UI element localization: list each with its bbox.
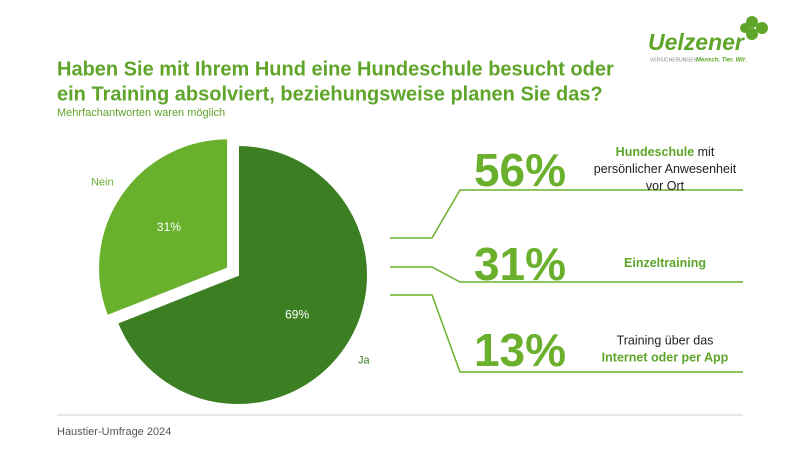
description-line: persönlicher Anwesenheit xyxy=(594,162,737,176)
description-part: Einzeltraining xyxy=(624,256,706,270)
connector xyxy=(390,266,743,283)
breakdown: 56% Hundeschule mit persönlicher Anwesenhe… xyxy=(390,144,743,376)
description-line: Einzeltraining xyxy=(624,256,706,270)
connector xyxy=(390,294,743,373)
description-part: Internet oder per App xyxy=(602,351,729,365)
chart-title: Haben Sie mit Ihrem Hund eine Hundeschul… xyxy=(57,58,614,80)
logo-tagline-prefix: VERSICHERUNGEN xyxy=(650,57,698,63)
description-line: vor Ort xyxy=(646,179,685,193)
pie-slice xyxy=(97,137,230,318)
footer: Haustier-Umfrage 2024 xyxy=(57,426,171,438)
logo-leaf xyxy=(740,23,750,33)
category-label: Ja xyxy=(358,354,371,366)
percent: 31% xyxy=(474,238,566,290)
percent: 56% xyxy=(474,144,566,196)
description-part: mit xyxy=(694,145,715,159)
percent: 13% xyxy=(474,324,566,376)
value-label: 31% xyxy=(157,220,181,234)
pie: 69% Ja 31% Nein xyxy=(91,137,371,406)
pie-slice xyxy=(115,143,369,406)
description-part: persönlicher Anwesenheit xyxy=(594,162,737,176)
connector xyxy=(390,189,743,239)
category-label: Nein xyxy=(91,177,114,189)
description-part: vor Ort xyxy=(646,179,685,193)
description-part: Hundeschule xyxy=(616,145,695,159)
description-line: Training über das xyxy=(617,334,714,348)
value-label: 69% xyxy=(285,307,309,321)
logo: Uelzener VERSICHERUNGEN Mensch. Tier. Wi… xyxy=(648,16,768,64)
logo-text: Uelzener xyxy=(648,29,745,55)
chart-subtitle: Mehrfachantworten waren möglich xyxy=(57,107,225,119)
description-line: Hundeschule mit xyxy=(616,145,715,159)
logo-leaf xyxy=(756,22,768,34)
description-part: Training über das xyxy=(617,334,714,348)
logo-tagline: Mensch. Tier. Wir. xyxy=(696,58,747,64)
chart-title: ein Training absolviert, beziehungsweise… xyxy=(57,83,603,105)
description-line: Internet oder per App xyxy=(602,351,729,365)
